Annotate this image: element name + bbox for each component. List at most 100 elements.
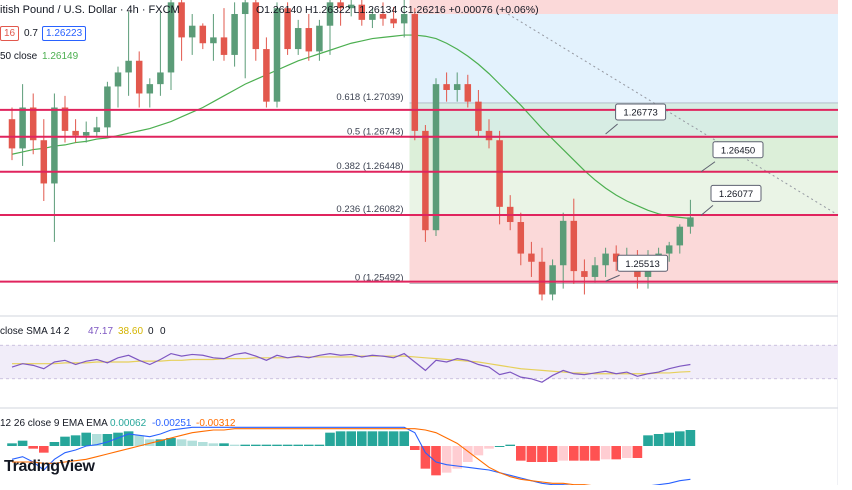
- candle: [347, 0, 355, 17]
- macd-histogram-bar: [675, 431, 685, 446]
- rsi-pane: [0, 344, 838, 383]
- fib-level-label: 0.236 (1.26082): [336, 204, 403, 215]
- candle: [570, 198, 578, 284]
- macd-histogram-bar: [251, 444, 261, 446]
- candle-body: [19, 107, 26, 149]
- candle: [114, 66, 122, 108]
- candle: [273, 2, 281, 108]
- candle-body: [29, 107, 37, 141]
- candle-body: [199, 25, 207, 44]
- callout-label: 1.26773: [623, 108, 657, 119]
- macd-histogram-bar: [7, 443, 17, 446]
- tradingview-logo[interactable]: TradingView: [4, 458, 95, 475]
- callout-pointer: [700, 204, 714, 216]
- callout-box: [712, 141, 764, 159]
- candle-body: [82, 132, 90, 136]
- macd-histogram-bar: [463, 446, 473, 462]
- candles-layer: [8, 0, 694, 301]
- macd-histogram-bar: [304, 444, 314, 446]
- candle-body: [581, 271, 588, 277]
- macd-histogram-bar: [473, 446, 484, 456]
- candle: [464, 74, 472, 108]
- candle-body: [347, 4, 355, 9]
- candle-body: [241, 2, 249, 15]
- macd-line-legend-value: -0.00251: [152, 418, 192, 429]
- macd-signal-legend-value: -0.00312: [196, 418, 236, 429]
- macd-histogram-bar: [208, 443, 219, 446]
- callouts-layer: 1.26773 1.26450 1.26077 1.25513: [605, 103, 764, 282]
- candle-body: [687, 217, 694, 227]
- fib-level-label: 0.382 (1.26448): [336, 161, 403, 172]
- candle-body: [273, 8, 281, 102]
- candle: [305, 14, 313, 61]
- rsi-band: [0, 345, 838, 379]
- candle-body: [8, 119, 16, 149]
- macd-histogram-bar: [123, 431, 134, 446]
- macd-histogram-bar: [60, 436, 70, 446]
- candle: [538, 247, 546, 301]
- candle-body: [178, 2, 185, 38]
- fib-zone: [409, 0, 838, 14]
- macd-histogram-bar: [643, 435, 653, 446]
- candle: [210, 14, 217, 61]
- macd-histogram-bar: [219, 443, 229, 446]
- candle: [559, 212, 567, 289]
- macd-histogram-bar: [431, 446, 441, 476]
- candle-body: [72, 130, 79, 136]
- candle-body: [358, 4, 366, 20]
- macd-histogram-bar: [102, 434, 113, 446]
- candle-body: [464, 84, 472, 102]
- macd-histogram-bar: [240, 444, 250, 446]
- candle: [231, 2, 238, 67]
- macd-histogram-bar: [187, 440, 197, 446]
- candle: [29, 93, 37, 155]
- candle: [188, 14, 196, 55]
- sell-price-pill[interactable]: 16: [0, 26, 20, 41]
- macd-histogram-bar: [558, 446, 568, 461]
- candle-body: [443, 84, 450, 90]
- macd-histogram-bar: [611, 446, 621, 460]
- macd-histogram-bar: [600, 446, 611, 460]
- candle: [135, 51, 143, 108]
- candle: [337, 0, 344, 26]
- macd-histogram-bar: [441, 446, 452, 473]
- candle-body: [665, 245, 673, 254]
- candle-body: [432, 84, 440, 231]
- macd-histogram-bar: [346, 431, 356, 446]
- candle: [549, 259, 556, 301]
- candle: [199, 23, 207, 50]
- candle: [241, 0, 249, 79]
- candle-body: [125, 60, 132, 73]
- ma-legend-value: 1.26149: [42, 51, 79, 62]
- candle-body: [379, 14, 387, 19]
- macd-histogram-bar: [622, 446, 632, 458]
- callout-label: 1.26450: [721, 145, 755, 156]
- macd-histogram-bar: [494, 446, 505, 447]
- macd-pane: [7, 426, 696, 488]
- candle: [485, 119, 493, 149]
- candle: [443, 72, 450, 102]
- macd-histogram-bar: [70, 435, 81, 446]
- macd-histogram-bar: [526, 446, 537, 462]
- callout-label: 1.26077: [719, 189, 753, 200]
- callout-box: [710, 184, 762, 202]
- macd-histogram-bar: [49, 442, 60, 446]
- candle-body: [157, 72, 164, 85]
- buy-price-pill[interactable]: 1.26223: [42, 26, 87, 41]
- candle: [167, 0, 175, 90]
- candle-body: [400, 14, 408, 24]
- candle-body: [369, 14, 376, 20]
- candle: [517, 212, 525, 266]
- macd-hist-legend-value: 0.00062: [110, 418, 147, 429]
- candle: [178, 0, 185, 61]
- candle: [581, 259, 588, 295]
- macd-histogram-bar: [632, 446, 643, 458]
- candle: [316, 19, 323, 61]
- macd-histogram-bar: [335, 431, 346, 446]
- macd-histogram-bar: [155, 439, 166, 446]
- callout-pointer: [605, 123, 618, 135]
- price-callout: 1.26077: [700, 184, 762, 216]
- candle: [72, 119, 79, 143]
